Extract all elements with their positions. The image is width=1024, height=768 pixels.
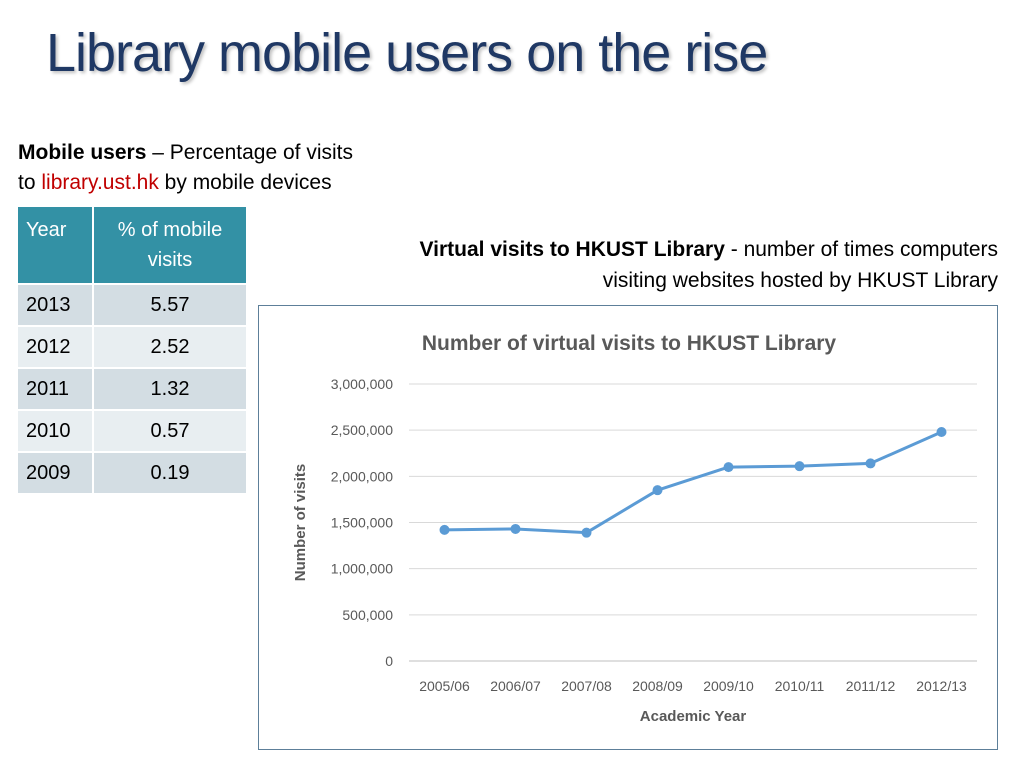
x-tick-label: 2011/12 bbox=[846, 678, 896, 694]
cell-pct: 0.57 bbox=[93, 409, 248, 452]
table-row: 2011 1.32 bbox=[18, 367, 248, 410]
library-link[interactable]: library.ust.hk bbox=[41, 171, 159, 194]
y-tick-label: 1,000,000 bbox=[331, 561, 393, 577]
series-line bbox=[444, 430, 943, 535]
y-tick-label: 2,500,000 bbox=[331, 422, 393, 438]
x-tick-label: 2007/08 bbox=[561, 678, 612, 694]
x-tick-label: 2008/09 bbox=[632, 678, 683, 694]
cell-year: 2011 bbox=[18, 367, 94, 410]
data-point bbox=[794, 461, 805, 472]
mobile-users-caption: Mobile users – Percentage of visits to l… bbox=[18, 138, 438, 198]
data-point bbox=[439, 524, 450, 535]
table-row: 2010 0.57 bbox=[18, 409, 248, 452]
virtual-visits-chart: Number of virtual visits to HKUST Librar… bbox=[258, 305, 998, 750]
table-row: 2009 0.19 bbox=[18, 451, 248, 493]
y-axis-title: Number of visits bbox=[292, 464, 309, 582]
x-tick-label: 2010/11 bbox=[775, 678, 825, 694]
cell-year: 2013 bbox=[18, 283, 94, 326]
mobile-caption-prefix: to bbox=[18, 171, 42, 194]
x-axis-title: Academic Year bbox=[640, 708, 747, 725]
header-year: Year bbox=[18, 207, 94, 284]
mobile-caption-suffix: by mobile devices bbox=[158, 171, 332, 194]
x-tick-label: 2005/06 bbox=[419, 678, 470, 694]
virtual-caption-rest: - number of times computers visiting web… bbox=[602, 238, 998, 292]
mobile-caption-bold: Mobile users bbox=[18, 141, 147, 164]
data-point bbox=[936, 427, 947, 438]
cell-pct: 5.57 bbox=[93, 283, 248, 326]
header-pct: % of mobile visits bbox=[93, 207, 248, 284]
y-tick-label: 1,500,000 bbox=[331, 515, 393, 531]
y-tick-label: 3,000,000 bbox=[331, 376, 393, 392]
cell-year: 2009 bbox=[18, 451, 94, 493]
x-tick-label: 2006/07 bbox=[490, 678, 541, 694]
cell-pct: 0.19 bbox=[93, 451, 248, 493]
mobile-visits-table: Year % of mobile visits 2013 5.57 2012 2… bbox=[18, 207, 248, 493]
chart-title: Number of virtual visits to HKUST Librar… bbox=[422, 332, 837, 355]
y-tick-label: 2,000,000 bbox=[331, 468, 393, 484]
table-row: 2012 2.52 bbox=[18, 325, 248, 368]
chart-canvas: Number of virtual visits to HKUST Librar… bbox=[292, 332, 977, 725]
y-tick-label: 0 bbox=[385, 653, 393, 669]
cell-pct: 1.32 bbox=[93, 367, 248, 410]
slide-title: Library mobile users on the rise bbox=[46, 23, 768, 83]
data-point bbox=[865, 458, 876, 469]
data-point bbox=[652, 485, 663, 496]
data-point bbox=[581, 527, 592, 538]
virtual-visits-caption: Virtual visits to HKUST Library - number… bbox=[370, 234, 998, 296]
cell-year: 2012 bbox=[18, 325, 94, 368]
y-tick-label: 500,000 bbox=[342, 607, 393, 623]
cell-year: 2010 bbox=[18, 409, 94, 452]
mobile-caption-rest: – Percentage of visits bbox=[146, 141, 353, 164]
data-point bbox=[723, 462, 734, 473]
x-tick-label: 2009/10 bbox=[703, 678, 754, 694]
cell-pct: 2.52 bbox=[93, 325, 248, 368]
x-tick-label: 2012/13 bbox=[916, 678, 967, 694]
table-row: 2013 5.57 bbox=[18, 283, 248, 326]
data-point bbox=[510, 523, 521, 534]
table-header-row: Year % of mobile visits bbox=[18, 207, 248, 284]
virtual-caption-bold: Virtual visits to HKUST Library bbox=[419, 238, 725, 261]
